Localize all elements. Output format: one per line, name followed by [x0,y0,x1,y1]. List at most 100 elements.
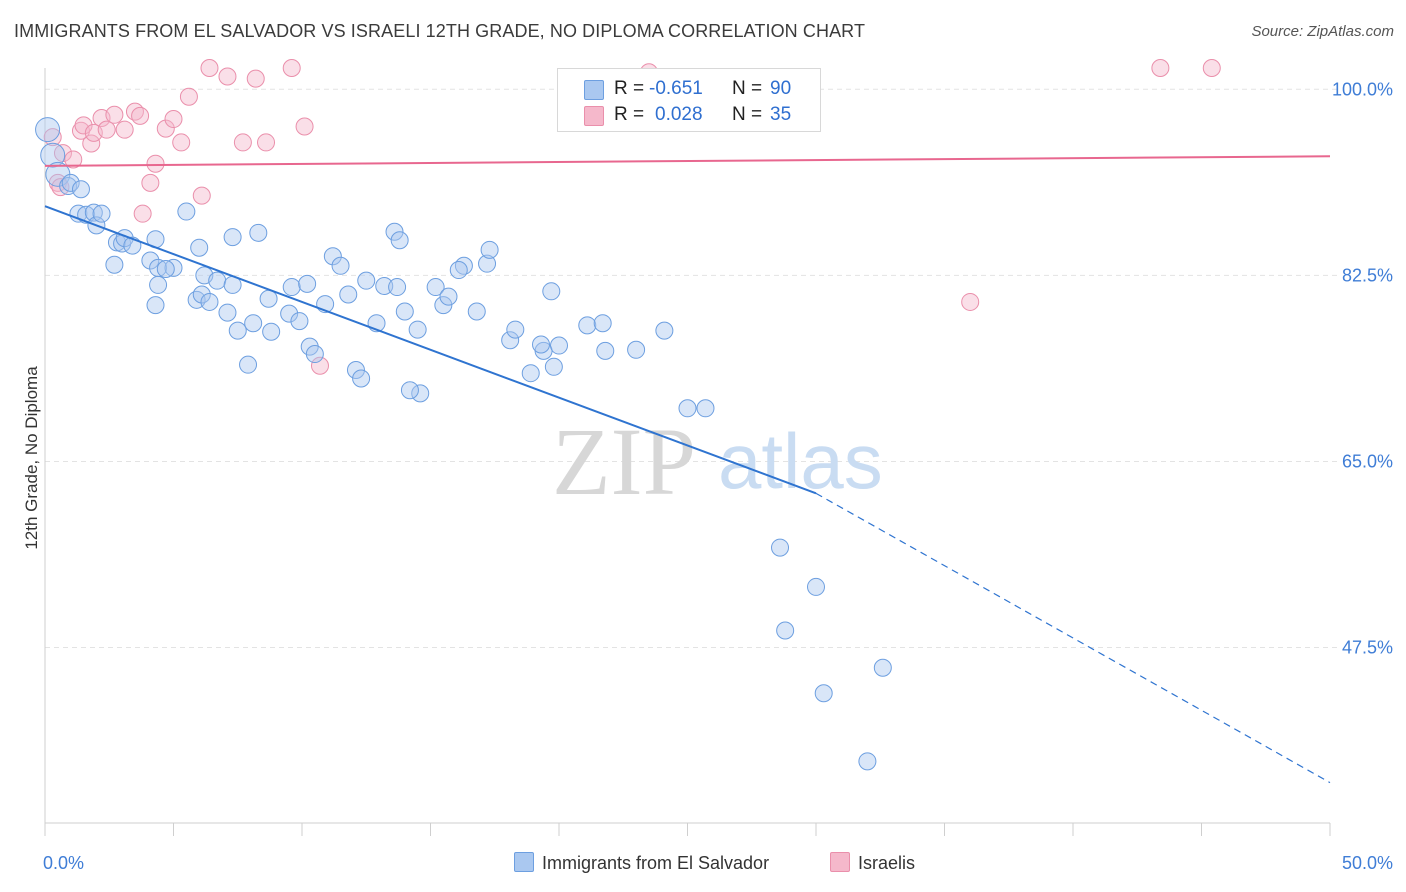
el-salvador-point [92,204,111,223]
israelis-point [295,117,314,136]
el-salvador-point [339,285,358,304]
israelis-point [133,204,152,223]
el-salvador-point [478,254,497,273]
el-salvador-point [244,314,263,333]
el-salvador-point [280,304,299,323]
el-salvador-point [858,752,877,771]
trendlines [44,155,1331,784]
el-salvador-point [190,238,209,257]
el-salvador-point [542,282,561,301]
el-salvador-point [40,142,66,168]
x-tick-label: 50.0% [1342,853,1393,873]
x-tick-label: 0.0% [43,853,84,873]
israelis-point [246,69,265,88]
el-salvador-point [249,223,268,242]
israelis-point [141,173,160,192]
israelis-point [192,186,211,205]
legend-n-value: 90 [770,78,792,99]
y-tick-label: 100.0% [1332,79,1393,99]
el-salvador-point [146,296,165,315]
legend-r-label: R = [614,78,645,99]
israelis-point [1202,59,1221,77]
el-salvador-point [506,320,525,339]
stats-legend: R = -0.651 N = 90 R = 0.028 N = 35 [557,68,821,132]
el-salvador-point [71,180,90,199]
el-salvador-point [357,271,376,290]
watermark: ZIP atlas [552,408,883,515]
legend-r-value: 0.028 [655,104,703,125]
el-salvador-point [807,577,825,596]
el-salvador-point [449,261,468,280]
el-salvador-point [467,302,486,321]
israelis-point [64,150,83,169]
el-salvador-point [298,274,317,293]
israelis-point [156,119,175,138]
el-salvador-point [149,275,168,294]
el-salvador-point [532,335,551,354]
legend-n-label: N = [732,104,763,125]
el-salvador-point [521,364,540,383]
legend-r-value: -0.651 [649,78,703,99]
tick-labels: 100.0% 82.5% 65.0% 47.5% 0.0% 50.0% [43,79,1393,873]
el-salvador-point [290,312,309,331]
el-salvador-point [771,538,790,557]
el-salvador-point [627,340,646,359]
el-salvador-point [228,321,247,340]
israelis-point [961,292,980,311]
el-salvador-point [578,316,597,335]
gridlines [45,88,1340,649]
bottom-legend-label: Immigrants from El Salvador [542,853,770,873]
el-salvador-point [35,117,61,143]
legend-swatch-pink [584,106,604,126]
el-salvador-point [400,381,419,400]
el-salvador-trendline-extension [815,492,1331,784]
bottom-legend-el-salvador: Immigrants from El Salvador [514,852,769,874]
el-salvador-point [156,259,175,278]
el-salvador-point [352,369,371,388]
el-salvador-point [149,258,168,277]
el-salvador-point [696,399,715,418]
el-salvador-point [434,296,453,315]
israelis-point [233,133,252,152]
el-salvador-point [439,287,458,306]
legend-r-label: R = [614,104,645,125]
el-salvador-point [346,361,365,379]
israelis-point [1151,59,1170,77]
el-salvador-point [550,336,568,355]
y-tick-label: 47.5% [1342,638,1393,658]
legend-n-value: 35 [770,104,792,125]
y-tick-label: 65.0% [1342,451,1393,471]
el-salvador-point [282,278,301,297]
israelis-point [97,120,116,139]
el-salvador-point [814,684,833,703]
legend-swatch-blue [584,80,604,100]
bottom-legend-israelis: Israelis [830,852,915,874]
el-salvador-point [544,357,563,376]
el-salvador-point [105,255,124,274]
el-salvador-point [208,271,227,290]
israelis-point [146,154,165,173]
source-label: Source: ZipAtlas.com [1251,23,1394,40]
bottom-legend-label: Israelis [858,853,916,873]
el-salvador-point [331,256,350,275]
legend-n-label: N = [732,78,763,99]
el-salvador-point [305,345,324,364]
el-salvador-point [177,202,196,221]
y-axis-label: 12th Grade, No Diploma [22,366,41,550]
y-tick-label: 82.5% [1342,265,1393,285]
bottom-legend-swatch-pink [830,852,850,872]
chart-title: IMMIGRANTS FROM EL SALVADOR VS ISRAELI 1… [14,21,866,41]
el-salvador-point [218,303,237,322]
el-salvador-point [596,341,615,360]
el-salvador-point [388,278,407,297]
el-salvador-point [164,258,183,277]
el-salvador-point [390,231,409,250]
el-salvador-point [223,228,242,247]
israelis-point [310,356,329,375]
israelis-point [200,59,219,77]
israelis-point [82,134,101,153]
el-salvador-point [395,302,414,321]
el-salvador-point [408,320,427,339]
el-salvador-point [411,384,430,403]
